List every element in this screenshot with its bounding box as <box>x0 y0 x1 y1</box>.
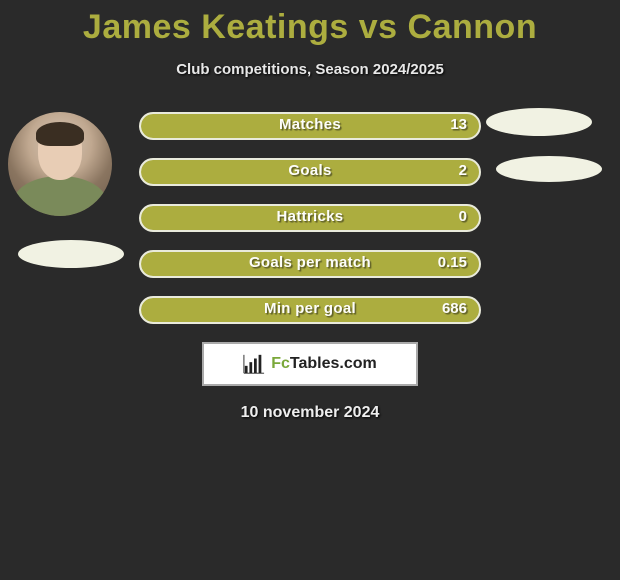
avatar-shoulders <box>14 176 106 216</box>
date-text: 10 november 2024 <box>0 404 620 422</box>
comparison-title: James Keatings vs Cannon <box>0 0 620 47</box>
brand-prefix: Fc <box>271 355 290 372</box>
brand-badge: FcTables.com <box>202 342 418 386</box>
bar-chart-icon <box>243 353 265 375</box>
content-area: Matches13 Goals2 Hattricks0 Goals per match… <box>0 112 620 422</box>
stat-value: 0.15 <box>438 254 467 271</box>
stat-label: Min per goal <box>141 300 479 317</box>
stat-bar: Hattricks0 <box>139 204 481 232</box>
decor-ellipse-right-1 <box>486 108 592 136</box>
stat-value: 13 <box>450 116 467 133</box>
stat-label: Hattricks <box>141 208 479 225</box>
avatar-hair <box>36 122 84 146</box>
stat-bar: Matches13 <box>139 112 481 140</box>
stat-value: 0 <box>459 208 467 225</box>
player1-avatar <box>8 112 112 216</box>
stat-value: 686 <box>442 300 467 317</box>
stat-value: 2 <box>459 162 467 179</box>
player2-name: Cannon <box>408 8 538 46</box>
stat-bar: Goals per match0.15 <box>139 250 481 278</box>
vs-text: vs <box>359 8 398 46</box>
stat-bar: Min per goal686 <box>139 296 481 324</box>
decor-ellipse-left <box>18 240 124 268</box>
stat-label: Goals per match <box>141 254 479 271</box>
stat-bars: Matches13 Goals2 Hattricks0 Goals per match… <box>139 112 481 324</box>
stat-label: Goals <box>141 162 479 179</box>
decor-ellipse-right-2 <box>496 156 602 182</box>
brand-suffix: Tables.com <box>290 355 377 372</box>
brand-text: FcTables.com <box>271 355 377 373</box>
stat-bar: Goals2 <box>139 158 481 186</box>
player1-name: James Keatings <box>83 8 349 46</box>
stat-label: Matches <box>141 116 479 133</box>
subtitle: Club competitions, Season 2024/2025 <box>0 61 620 78</box>
